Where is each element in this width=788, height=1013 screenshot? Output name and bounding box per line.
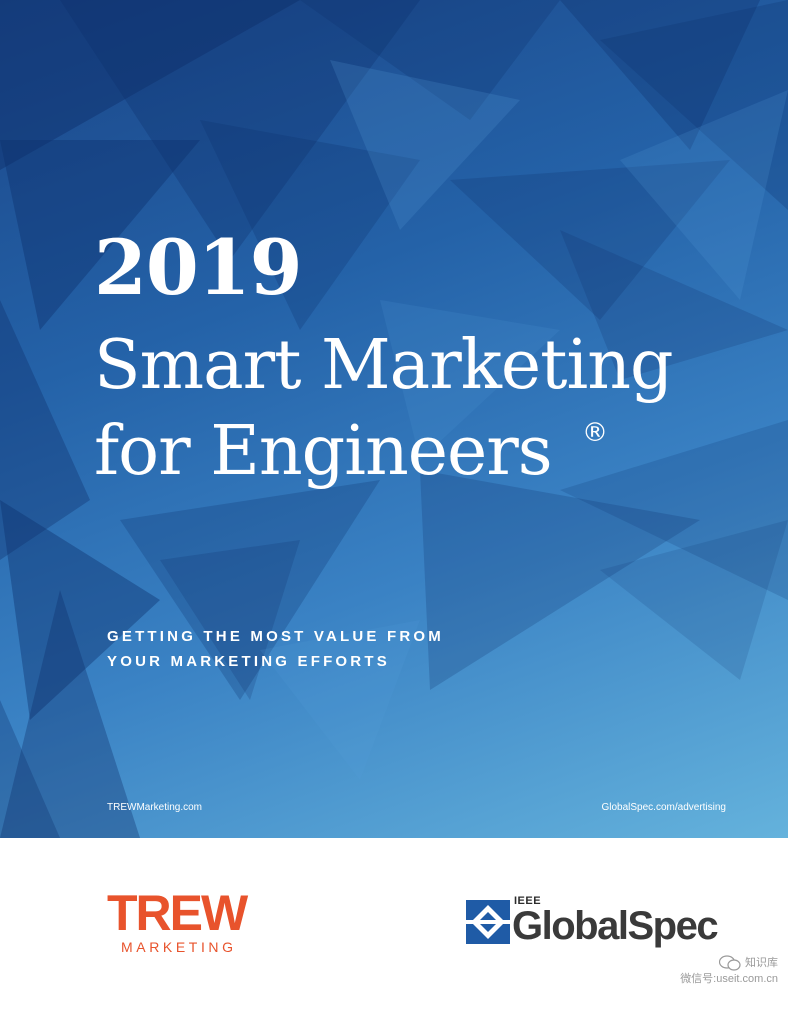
watermark-line-2: 微信号:useit.com.cn <box>680 973 778 986</box>
cover-panel: 2019 Smart Marketing for Engineers ® GET… <box>0 0 788 838</box>
ieee-globalspec-logo: IEEE GlobalSpec <box>466 895 736 955</box>
trew-url-link[interactable]: TREWMarketing.com <box>107 802 203 813</box>
wechat-icon <box>719 955 741 971</box>
cover-title-line-2: for Engineers <box>94 412 553 491</box>
trew-logo-subtext: MARKETING <box>121 939 237 955</box>
subtitle-line-1: GETTING THE MOST VALUE FROM <box>107 628 444 645</box>
cover-subtitle: GETTING THE MOST VALUE FROM YOUR MARKETI… <box>107 624 444 674</box>
globalspec-emblem-icon <box>466 900 510 944</box>
registered-mark: ® <box>582 418 608 448</box>
trew-marketing-logo: TREW MARKETING <box>107 885 248 955</box>
cover-title-line-1: Smart Marketing <box>94 326 674 405</box>
watermark-line-1: 知识库 <box>745 957 778 969</box>
subtitle-line-2: YOUR MARKETING EFFORTS <box>107 653 390 670</box>
cover-year: 2019 <box>94 223 303 312</box>
triangle-pattern <box>0 0 788 838</box>
globalspec-wordmark: GlobalSpec <box>512 904 719 948</box>
ieee-label: IEEE <box>514 895 542 907</box>
trew-logo-word: TREW <box>107 885 248 941</box>
globalspec-url-link[interactable]: GlobalSpec.com/advertising <box>601 802 726 813</box>
wechat-watermark: 知识库 微信号:useit.com.cn <box>666 955 778 987</box>
